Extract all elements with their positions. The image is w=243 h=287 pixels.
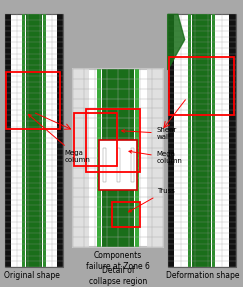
Bar: [168, 14, 236, 267]
Bar: [147, 69, 163, 247]
Text: Mega
column: Mega column: [28, 115, 90, 163]
Bar: [192, 14, 211, 267]
Bar: [99, 140, 137, 190]
Bar: [57, 14, 63, 267]
Bar: [74, 113, 117, 166]
Bar: [5, 14, 11, 267]
Bar: [229, 14, 236, 267]
Bar: [102, 69, 134, 247]
Bar: [43, 14, 46, 267]
Bar: [73, 69, 89, 247]
Text: Detail of
collapse region: Detail of collapse region: [89, 266, 147, 286]
Text: Mega
column: Mega column: [129, 150, 182, 164]
Text: Truss: Truss: [129, 188, 175, 212]
Bar: [112, 202, 140, 227]
Bar: [22, 14, 25, 267]
Text: Deformation shape: Deformation shape: [166, 271, 240, 280]
Bar: [135, 69, 139, 247]
Bar: [188, 14, 191, 267]
Text: Components
failure at Zone 6: Components failure at Zone 6: [86, 251, 150, 271]
Bar: [26, 14, 42, 267]
Bar: [73, 69, 163, 247]
Bar: [86, 109, 140, 172]
Bar: [131, 148, 134, 183]
Text: Original shape: Original shape: [4, 271, 60, 280]
Bar: [212, 14, 215, 267]
Text: Shear
wall: Shear wall: [122, 127, 177, 140]
Bar: [168, 14, 174, 267]
Polygon shape: [168, 14, 185, 70]
Bar: [117, 148, 120, 183]
Bar: [97, 69, 101, 247]
Bar: [103, 148, 106, 183]
Bar: [169, 57, 234, 115]
Bar: [6, 72, 60, 129]
Bar: [5, 14, 63, 267]
